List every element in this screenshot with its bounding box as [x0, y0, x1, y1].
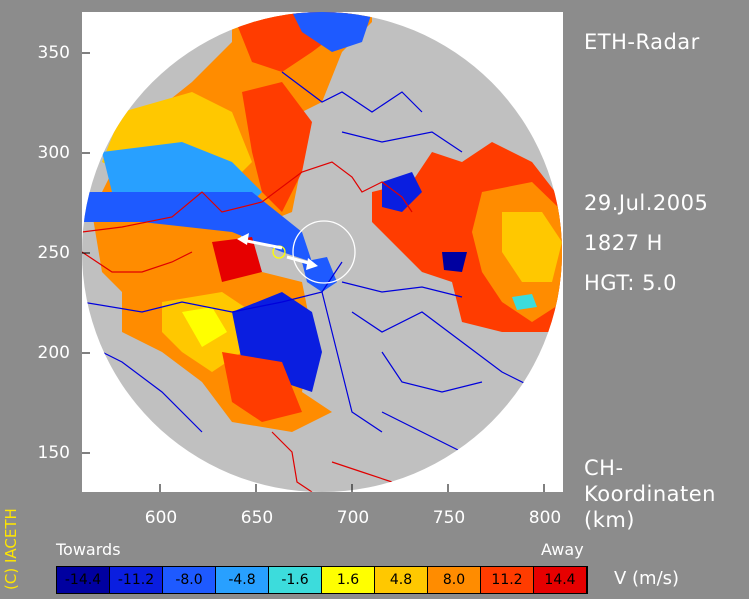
x-tick-750: 750: [432, 508, 466, 528]
time-label: 1827 H: [584, 231, 663, 255]
colorbar-cell: 1.6: [322, 567, 375, 593]
y-tick-350: 350: [37, 43, 70, 63]
colorbar-cell: -4.8: [216, 567, 269, 593]
y-tick-150: 150: [37, 443, 70, 463]
wind-indicator: [237, 220, 356, 284]
height-label: HGT: 5.0: [584, 271, 677, 295]
radar-title: ETH-Radar: [584, 30, 700, 54]
velocity-colorbar: -14.4 -11.2 -8.0 -4.8 -1.6 1.6 4.8 8.0 11.2 14.4: [56, 566, 588, 594]
colorbar-cell: -14.4: [57, 567, 110, 593]
echo-darkblue-e: [382, 172, 422, 212]
axis-ticks: [82, 52, 545, 492]
x-tick-650: 650: [240, 508, 274, 528]
colorbar-cell: 8.0: [428, 567, 481, 593]
echo-navy-e: [442, 252, 467, 272]
wind-arrow-west-head: [237, 233, 249, 245]
colorbar-cell: -8.0: [163, 567, 216, 593]
echo-yellow-e: [502, 212, 562, 282]
colorbar-cell: 4.8: [375, 567, 428, 593]
x-tick-600: 600: [144, 508, 178, 528]
echo-blue-w: [82, 192, 312, 262]
x-tick-800: 800: [528, 508, 562, 528]
x-tick-700: 700: [336, 508, 370, 528]
echo-cyan-e: [512, 294, 537, 310]
towards-label: Towards: [56, 540, 121, 559]
colorbar-cell: -11.2: [110, 567, 163, 593]
radar-plot: [82, 12, 563, 492]
y-tick-300: 300: [37, 143, 70, 163]
unit-label: V (m/s): [614, 568, 680, 589]
date-label: 29.Jul.2005: [584, 191, 709, 215]
colorbar-cell: -1.6: [269, 567, 322, 593]
coords-unit: (km): [584, 508, 636, 532]
echo-red-s: [222, 352, 302, 422]
copyright-label: (C) IACETH: [2, 508, 20, 590]
y-tick-200: 200: [37, 343, 70, 363]
radar-map: [82, 12, 563, 492]
range-ring: [292, 220, 356, 284]
echo-blue-n: [292, 12, 372, 52]
coords-label-line2: Koordinaten: [584, 482, 716, 506]
colorbar-cell: 14.4: [534, 567, 587, 593]
coords-label-line1: CH-: [584, 456, 624, 480]
away-label: Away: [541, 540, 584, 559]
wind-arrow-west: [241, 238, 283, 250]
wind-arrow-east-head: [306, 258, 318, 270]
colorbar-cell: 11.2: [481, 567, 534, 593]
echo-red-center-n: [242, 82, 312, 212]
echo-red-w: [212, 237, 262, 282]
echo-yellowbright-sw: [182, 307, 227, 347]
y-tick-250: 250: [37, 243, 70, 263]
country-borders: [82, 161, 413, 492]
